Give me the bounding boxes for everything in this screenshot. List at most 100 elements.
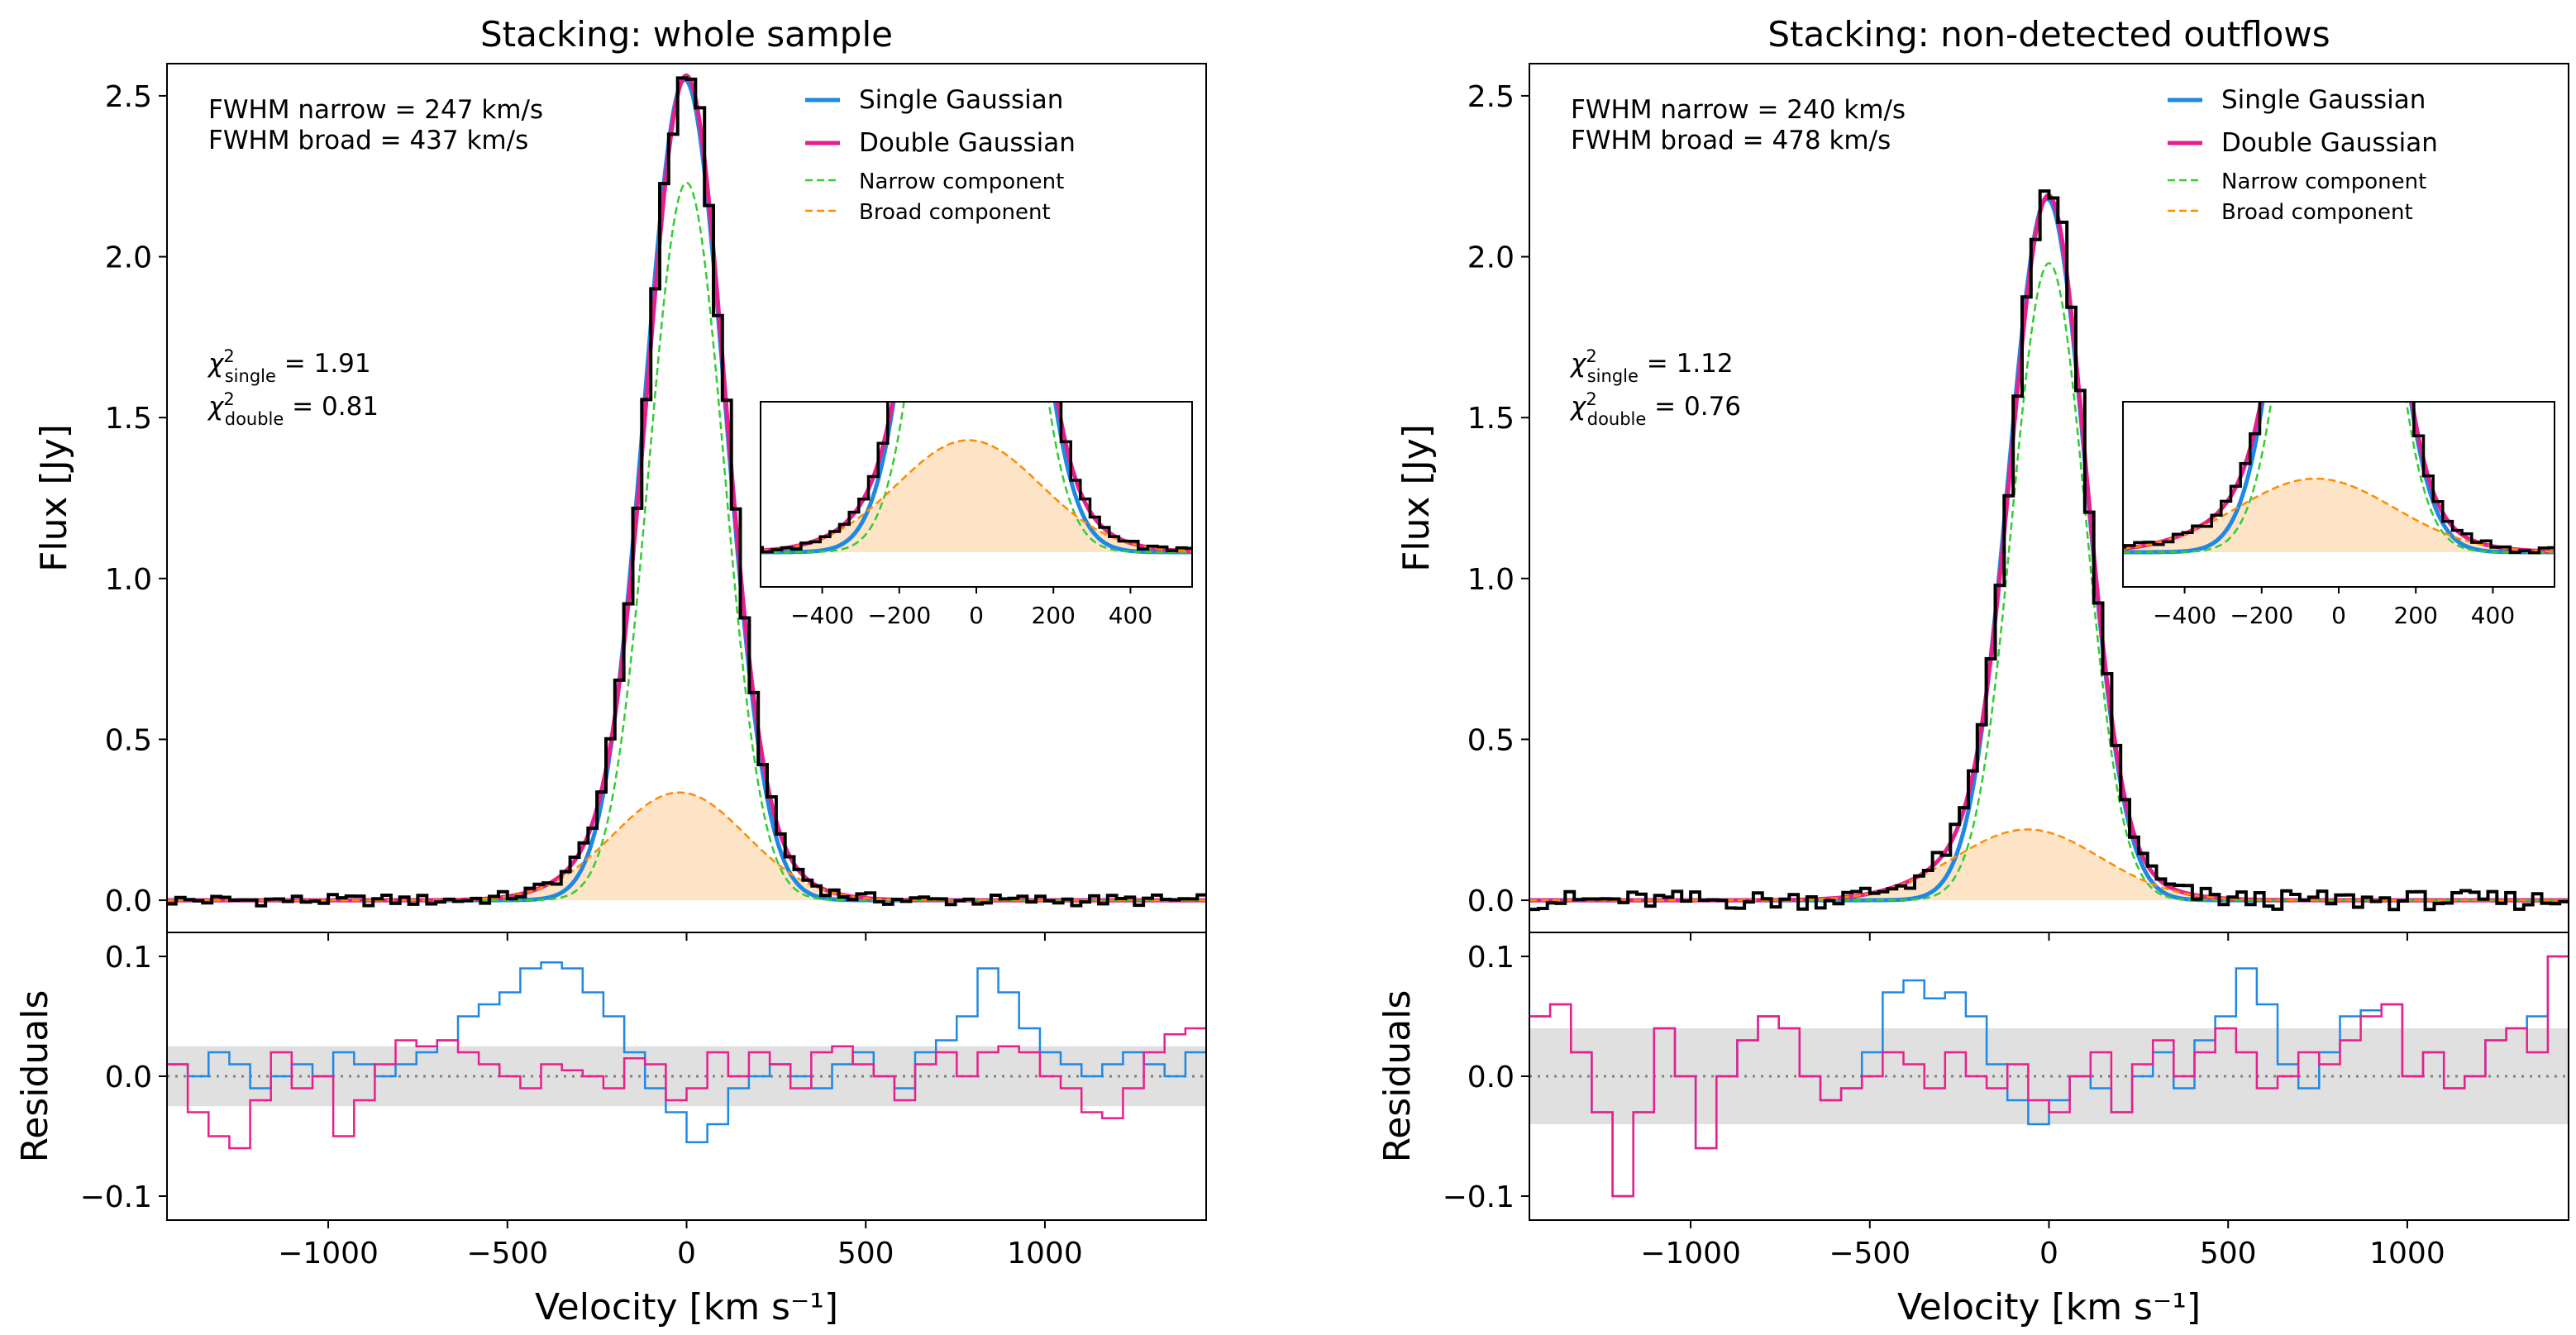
- legend-label: Double Gaussian: [859, 128, 1076, 158]
- inset-x-tick-label: −200: [2230, 602, 2293, 629]
- inset: −400 −200 0 200 400: [760, 401, 1193, 629]
- chi-sup: 2: [223, 389, 234, 409]
- residual-y-axis-label: Residuals: [1376, 990, 1419, 1163]
- y-tick-label: 0.5: [1467, 723, 1515, 757]
- x-tick-label: 500: [837, 1237, 894, 1271]
- inset-plot-area: [761, 402, 1192, 555]
- y-tick-label: 2.0: [1467, 241, 1515, 275]
- x-tick-label: 1000: [2369, 1237, 2445, 1271]
- y-tick-label: 2.0: [105, 241, 152, 275]
- chi2-double-text: χ2 double = 0.76: [1569, 389, 1741, 429]
- chi-value: =: [276, 349, 314, 379]
- legend: Single Gaussian Double Gaussian Narrow com…: [805, 85, 1076, 225]
- chi-symbol: χ: [207, 349, 225, 379]
- x-axis-label: Velocity [km s⁻¹]: [1897, 1286, 2201, 1328]
- chi-symbol: χ: [1569, 349, 1587, 379]
- y-tick-label: 2.5: [105, 80, 152, 114]
- y-axis-label: Flux [Jy]: [1395, 424, 1438, 572]
- broad-component-fill: [167, 792, 1206, 901]
- chi-number: 1.91: [314, 349, 371, 379]
- residual-y-tick-label: 0.1: [1467, 941, 1515, 975]
- chi-value: =: [284, 392, 322, 422]
- panel-2: Stacking: non-detected outflows 0.0 0.5 1.0…: [1376, 14, 2569, 1328]
- residual-y-tick-label: 0.1: [105, 941, 152, 975]
- inset-broad-fill: [2123, 479, 2555, 552]
- residual-y-tick-label: −0.1: [1443, 1180, 1515, 1214]
- inset-data-histogram: [2123, 402, 2555, 555]
- main-plot-area: [1529, 189, 2569, 912]
- inset-broad-line: [761, 439, 1192, 553]
- panel-1: Stacking: whole sample 0.0 0.5 1.0 1.5 2.0 2.5…: [14, 14, 1207, 1328]
- x-tick-label: −500: [1829, 1237, 1911, 1271]
- fwhm-broad-text: FWHM broad = 437 km/s: [208, 126, 528, 155]
- data-histogram: [1529, 189, 2569, 912]
- chart-title: Stacking: non-detected outflows: [1767, 14, 2330, 55]
- x-tick-label: 1000: [1007, 1237, 1083, 1271]
- legend-label: Narrow component: [2221, 169, 2426, 194]
- legend-label: Broad component: [2221, 200, 2413, 225]
- chi-sup: 2: [1586, 346, 1596, 366]
- legend-label: Broad component: [859, 200, 1051, 225]
- inset-broad-line: [2123, 477, 2555, 553]
- inset-x-tick-label: 400: [2471, 602, 2515, 629]
- y-tick-label: 1.5: [105, 402, 152, 436]
- x-tick-label: −1000: [1640, 1237, 1741, 1271]
- inset-x-tick-label: −400: [2153, 602, 2216, 629]
- residual-y-tick-label: 0.0: [1467, 1061, 1515, 1094]
- inset-x-tick-label: 0: [969, 602, 984, 629]
- fwhm-narrow-text: FWHM narrow = 240 km/s: [1571, 95, 1906, 125]
- main-plot-area: [167, 73, 1206, 908]
- data-histogram: [167, 76, 1206, 908]
- legend-label: Single Gaussian: [2221, 85, 2426, 115]
- chi-number: 0.81: [322, 392, 379, 422]
- chi-sup: 2: [223, 346, 234, 366]
- broad-component-fill: [1529, 829, 2569, 901]
- inset-x-tick-label: 400: [1109, 602, 1152, 629]
- x-tick-label: −1000: [278, 1237, 379, 1271]
- x-tick-label: 0: [2039, 1237, 2058, 1271]
- x-tick-label: −500: [466, 1237, 548, 1271]
- fwhm-narrow-text: FWHM narrow = 247 km/s: [208, 95, 543, 125]
- legend-label: Double Gaussian: [2221, 128, 2438, 158]
- inset-narrow-line: [761, 402, 1192, 554]
- chi-symbol: χ: [207, 392, 225, 422]
- fwhm-broad-text: FWHM broad = 478 km/s: [1571, 126, 1891, 155]
- residuals-single: [167, 961, 1206, 1144]
- y-tick-label: 0.5: [105, 723, 152, 757]
- residual-y-tick-label: −0.1: [80, 1180, 152, 1214]
- chi-number: 0.76: [1684, 392, 1741, 422]
- inset-x-tick-label: −400: [790, 602, 854, 629]
- residual-plot-area: [1529, 955, 2569, 1198]
- inset-plot-area: [2123, 402, 2555, 555]
- y-tick-label: 1.0: [105, 563, 152, 597]
- inset-broad-fill: [761, 440, 1192, 552]
- legend-label: Single Gaussian: [859, 85, 1063, 115]
- y-tick-label: 0.0: [1467, 884, 1515, 918]
- chi2-double-text: χ2 double = 0.81: [207, 389, 379, 429]
- residual-y-axis-label: Residuals: [14, 990, 56, 1163]
- x-tick-label: 500: [2200, 1237, 2257, 1271]
- y-tick-label: 2.5: [1467, 80, 1515, 114]
- chi-value: =: [1639, 349, 1677, 379]
- inset-x-tick-label: 200: [1031, 602, 1075, 629]
- inset-x-tick-label: −200: [867, 602, 931, 629]
- x-tick-label: 0: [677, 1237, 696, 1271]
- chi-sub: single: [225, 366, 276, 386]
- broad-component-line: [1529, 828, 2569, 902]
- chi-number: 1.12: [1677, 349, 1734, 379]
- narrow-component-line: [1529, 262, 2569, 902]
- chi-value: =: [1646, 392, 1684, 422]
- residual-y-tick-label: 0.0: [105, 1061, 152, 1094]
- y-tick-label: 1.0: [1467, 563, 1515, 597]
- residuals-double: [1529, 955, 2569, 1198]
- residual-plot-area: [167, 961, 1206, 1150]
- chi-sub: double: [225, 409, 284, 429]
- legend: Single Gaussian Double Gaussian Narrow com…: [2168, 85, 2438, 225]
- chi2-single-text: χ2 single = 1.12: [1569, 346, 1734, 386]
- chi-symbol: χ: [1569, 392, 1587, 422]
- inset-data-histogram: [761, 402, 1192, 554]
- inset-narrow-line: [2123, 402, 2555, 554]
- chi-sup: 2: [1586, 389, 1596, 409]
- y-tick-label: 0.0: [105, 884, 152, 918]
- y-axis-label: Flux [Jy]: [33, 424, 75, 572]
